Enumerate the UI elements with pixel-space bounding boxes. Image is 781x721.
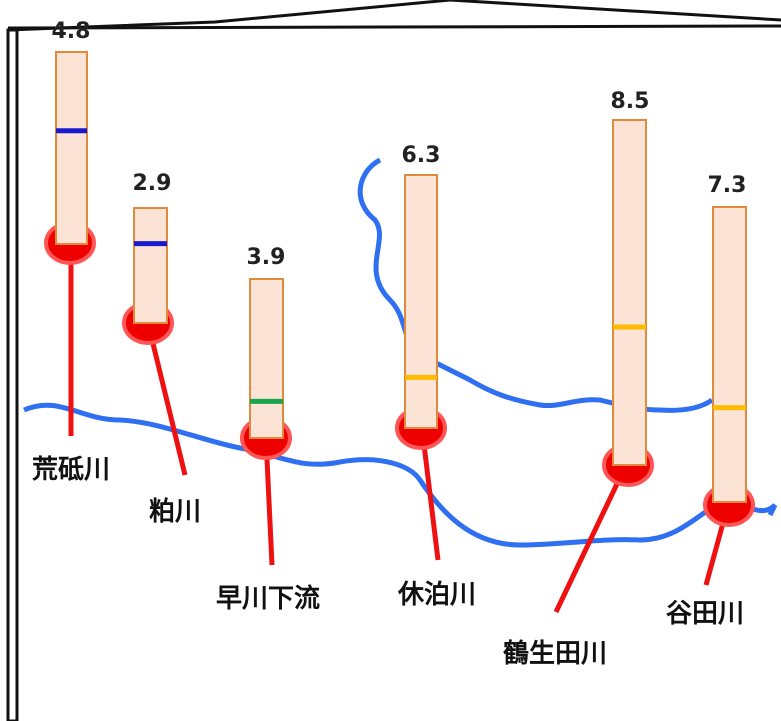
leader-line [145, 322, 188, 476]
station-name: 谷田川 [666, 599, 744, 629]
lower-river [23, 402, 778, 548]
gauge-bar [55, 51, 88, 245]
gauge-bar [133, 207, 168, 324]
gauge-bar [712, 206, 747, 503]
station-name: 鶴生田川 [503, 638, 607, 669]
gauge-bar [612, 119, 647, 466]
station-tsurudagawa[interactable]: 8.5 鶴生田川 [503, 89, 654, 669]
station-value: 7.3 [708, 173, 747, 198]
station-kasu[interactable]: 2.9 粕川 [122, 171, 201, 527]
station-value: 3.9 [247, 245, 286, 270]
station-arato[interactable]: 4.8 荒砥川 [32, 19, 110, 485]
station-value: 8.5 [611, 89, 650, 114]
leader-line [553, 463, 629, 614]
station-name: 休泊川 [397, 580, 476, 610]
station-hayakawa[interactable]: 3.9 早川下流 [216, 245, 320, 614]
leader-line [419, 427, 441, 561]
station-value: 6.3 [402, 143, 441, 168]
station-name: 荒砥川 [32, 455, 110, 485]
station-name: 粕川 [149, 496, 201, 527]
station-name: 早川下流 [216, 584, 320, 614]
station-value: 4.8 [52, 19, 91, 44]
gauge-bar [404, 174, 438, 429]
gauge-bar [249, 278, 284, 439]
station-kyuhaku[interactable]: 6.3 休泊川 [395, 143, 476, 610]
station-yatagawa[interactable]: 7.3 谷田川 [666, 173, 755, 629]
map-frame-top [7, 24, 781, 30]
station-value: 2.9 [133, 171, 172, 196]
